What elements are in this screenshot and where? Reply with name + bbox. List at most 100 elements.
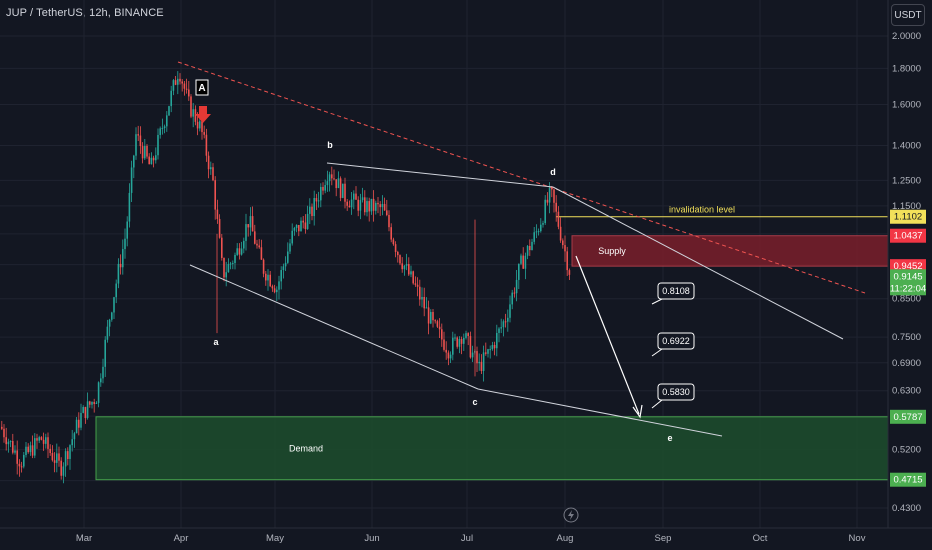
candle-body <box>355 193 357 200</box>
candle-body <box>234 254 236 264</box>
candle-body <box>423 297 425 309</box>
candle-body <box>152 157 155 161</box>
candle-body <box>392 239 395 245</box>
candle-body <box>289 243 291 252</box>
candle-body <box>335 179 337 189</box>
candle-body <box>430 311 432 324</box>
candle-body <box>397 251 399 256</box>
candle-body <box>221 237 223 258</box>
candle-body <box>172 80 175 91</box>
candle-body <box>25 446 27 455</box>
candle-body <box>364 197 366 213</box>
candle-body <box>249 216 252 228</box>
candle-body <box>564 245 566 252</box>
candle-body <box>128 192 131 222</box>
candle-body <box>498 328 500 333</box>
candle-body <box>520 255 522 264</box>
demand-label: Demand <box>289 443 323 453</box>
supply-label: Supply <box>598 246 626 256</box>
price-tick-label: 1.2500 <box>892 175 921 186</box>
candle-body <box>80 412 82 428</box>
candle-body <box>223 257 225 278</box>
candle-body <box>368 201 370 212</box>
candle-body <box>432 311 434 321</box>
candle-body <box>141 146 144 159</box>
candle-body <box>328 174 331 182</box>
price-badge <box>890 409 926 424</box>
time-tick-label: Jun <box>364 533 379 544</box>
candle-body <box>416 284 419 287</box>
candle-body <box>357 199 359 211</box>
candle-body <box>548 187 551 203</box>
candle-body <box>405 264 408 266</box>
candle-body <box>485 352 487 354</box>
candle-body <box>282 266 285 271</box>
wedge-upper-left <box>326 162 554 188</box>
dashed-trendline <box>177 61 866 294</box>
wave-label-b: b <box>327 140 333 150</box>
candle-body <box>304 222 307 230</box>
candle-body <box>410 271 412 275</box>
candle-body <box>265 273 267 281</box>
candle-body <box>306 213 309 230</box>
candle-body <box>504 321 507 323</box>
time-tick-label: Jul <box>461 533 473 544</box>
candle-body <box>150 157 153 165</box>
candle-body <box>537 231 540 233</box>
candle-body <box>298 224 300 232</box>
candle-body <box>511 292 513 305</box>
price-tick-label: 1.4000 <box>892 141 921 152</box>
candle-body <box>185 88 188 90</box>
candle-body <box>95 402 98 404</box>
invalidation-label: invalidation level <box>669 205 735 215</box>
candle-body <box>163 126 166 129</box>
candle-body <box>117 263 120 284</box>
candle-body <box>177 78 179 85</box>
candle-body <box>58 453 60 461</box>
price-tick-label: 1.8000 <box>892 63 921 74</box>
time-tick-label: Sep <box>655 533 672 544</box>
callout-box <box>657 332 695 350</box>
currency-button[interactable]: USDT <box>891 4 925 26</box>
candle-body <box>161 128 164 130</box>
candle-body <box>146 145 148 157</box>
candle-body <box>412 271 414 284</box>
wedge-lower-right <box>477 388 723 437</box>
candle-body <box>449 354 452 359</box>
candle-body <box>84 407 87 419</box>
candle-body <box>75 419 78 434</box>
candle-body <box>401 263 403 270</box>
candle-body <box>260 247 263 260</box>
candle-body <box>322 186 324 191</box>
candle-body <box>533 232 535 242</box>
candle-body <box>126 221 128 239</box>
candle-body <box>93 401 95 404</box>
candle-body <box>427 307 430 324</box>
candle-body <box>9 441 12 443</box>
candle-body <box>551 187 553 190</box>
candle-body <box>188 89 190 97</box>
candle-body <box>210 167 212 170</box>
time-tick-label: Apr <box>174 533 189 544</box>
candle-body <box>280 270 282 282</box>
candle-body <box>361 197 364 201</box>
wave-label-a: a <box>213 337 219 347</box>
candle-body <box>278 281 280 290</box>
candle-body <box>168 106 170 116</box>
candle-body <box>137 134 139 136</box>
candle-body <box>482 352 485 371</box>
time-tick-label: Mar <box>76 533 92 544</box>
candle-body <box>148 156 150 165</box>
candle-body <box>419 286 421 300</box>
candle-body <box>97 382 100 403</box>
candle-body <box>7 441 10 445</box>
candle-body <box>540 224 542 232</box>
candle-body <box>102 366 104 379</box>
candle-body <box>518 263 520 280</box>
candle-body <box>40 437 43 440</box>
candle-body <box>113 297 115 313</box>
candle-body <box>342 183 344 198</box>
candle-body <box>139 135 142 147</box>
candle-body <box>287 251 289 263</box>
